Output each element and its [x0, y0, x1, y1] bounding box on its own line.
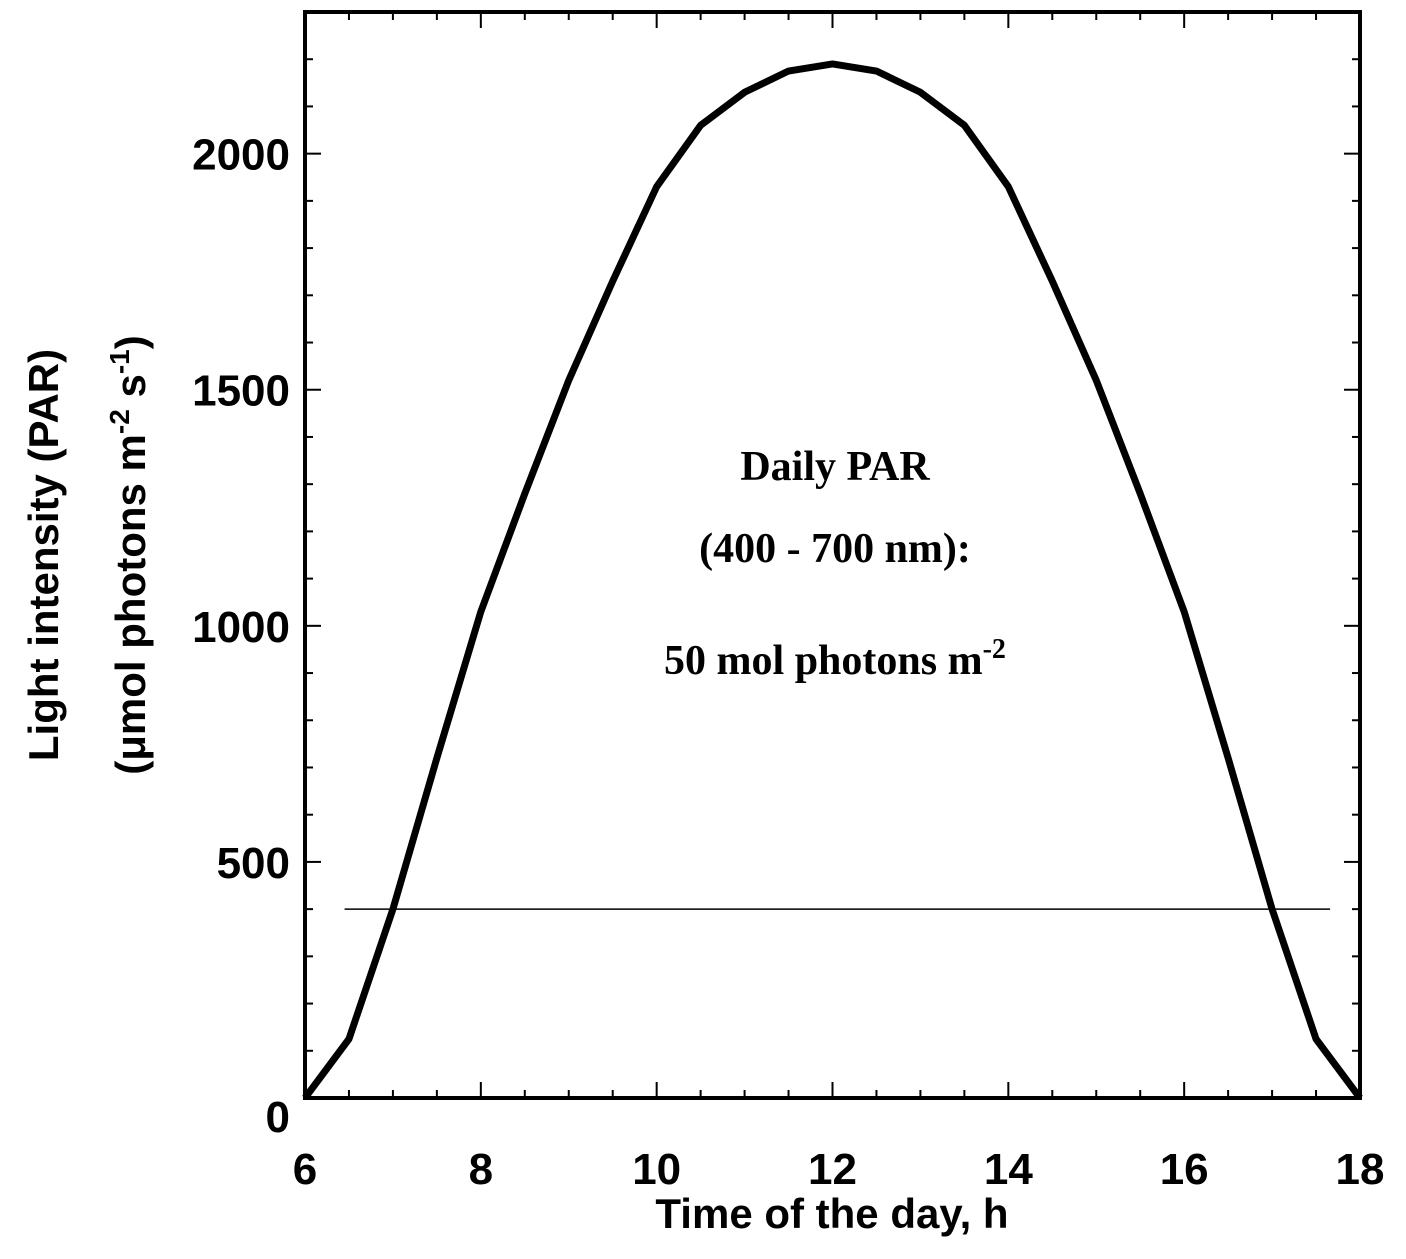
y-tick-label: 1000 [192, 603, 290, 652]
y-tick-label: 1500 [192, 367, 290, 416]
superscript: -2 [983, 634, 1006, 665]
annotation: 50 mol photons m-2 [664, 634, 1006, 684]
x-tick-label: 6 [293, 1145, 317, 1194]
annotation: Daily PAR [740, 444, 930, 490]
y-axis-label: Light intensity (PAR) [20, 349, 67, 761]
annotation: (400 - 700 nm): [699, 526, 971, 572]
x-tick-label: 12 [808, 1145, 857, 1194]
y-tick-label: 500 [217, 839, 290, 888]
x-axis-label: Time of the day, h [655, 1190, 1008, 1237]
text-part: (μmol photons m [107, 434, 154, 775]
data-line [302, 60, 1363, 1101]
x-tick-label: 18 [1336, 1145, 1385, 1194]
y-tick-label: 0 [266, 1093, 290, 1142]
superscript: -2 [104, 409, 135, 434]
x-tick-label: 8 [469, 1145, 493, 1194]
text-part: ) [107, 335, 154, 349]
text-part: s [107, 374, 154, 409]
x-tick-label: 16 [1160, 1145, 1209, 1194]
text-part: 50 mol photons m [664, 638, 983, 684]
x-tick-label: 14 [984, 1145, 1033, 1194]
superscript: -1 [104, 349, 135, 374]
y-axis-label: (μmol photons m-2 s-1) [104, 335, 154, 775]
x-tick-label: 10 [632, 1145, 681, 1194]
y-tick-label: 2000 [192, 131, 290, 180]
